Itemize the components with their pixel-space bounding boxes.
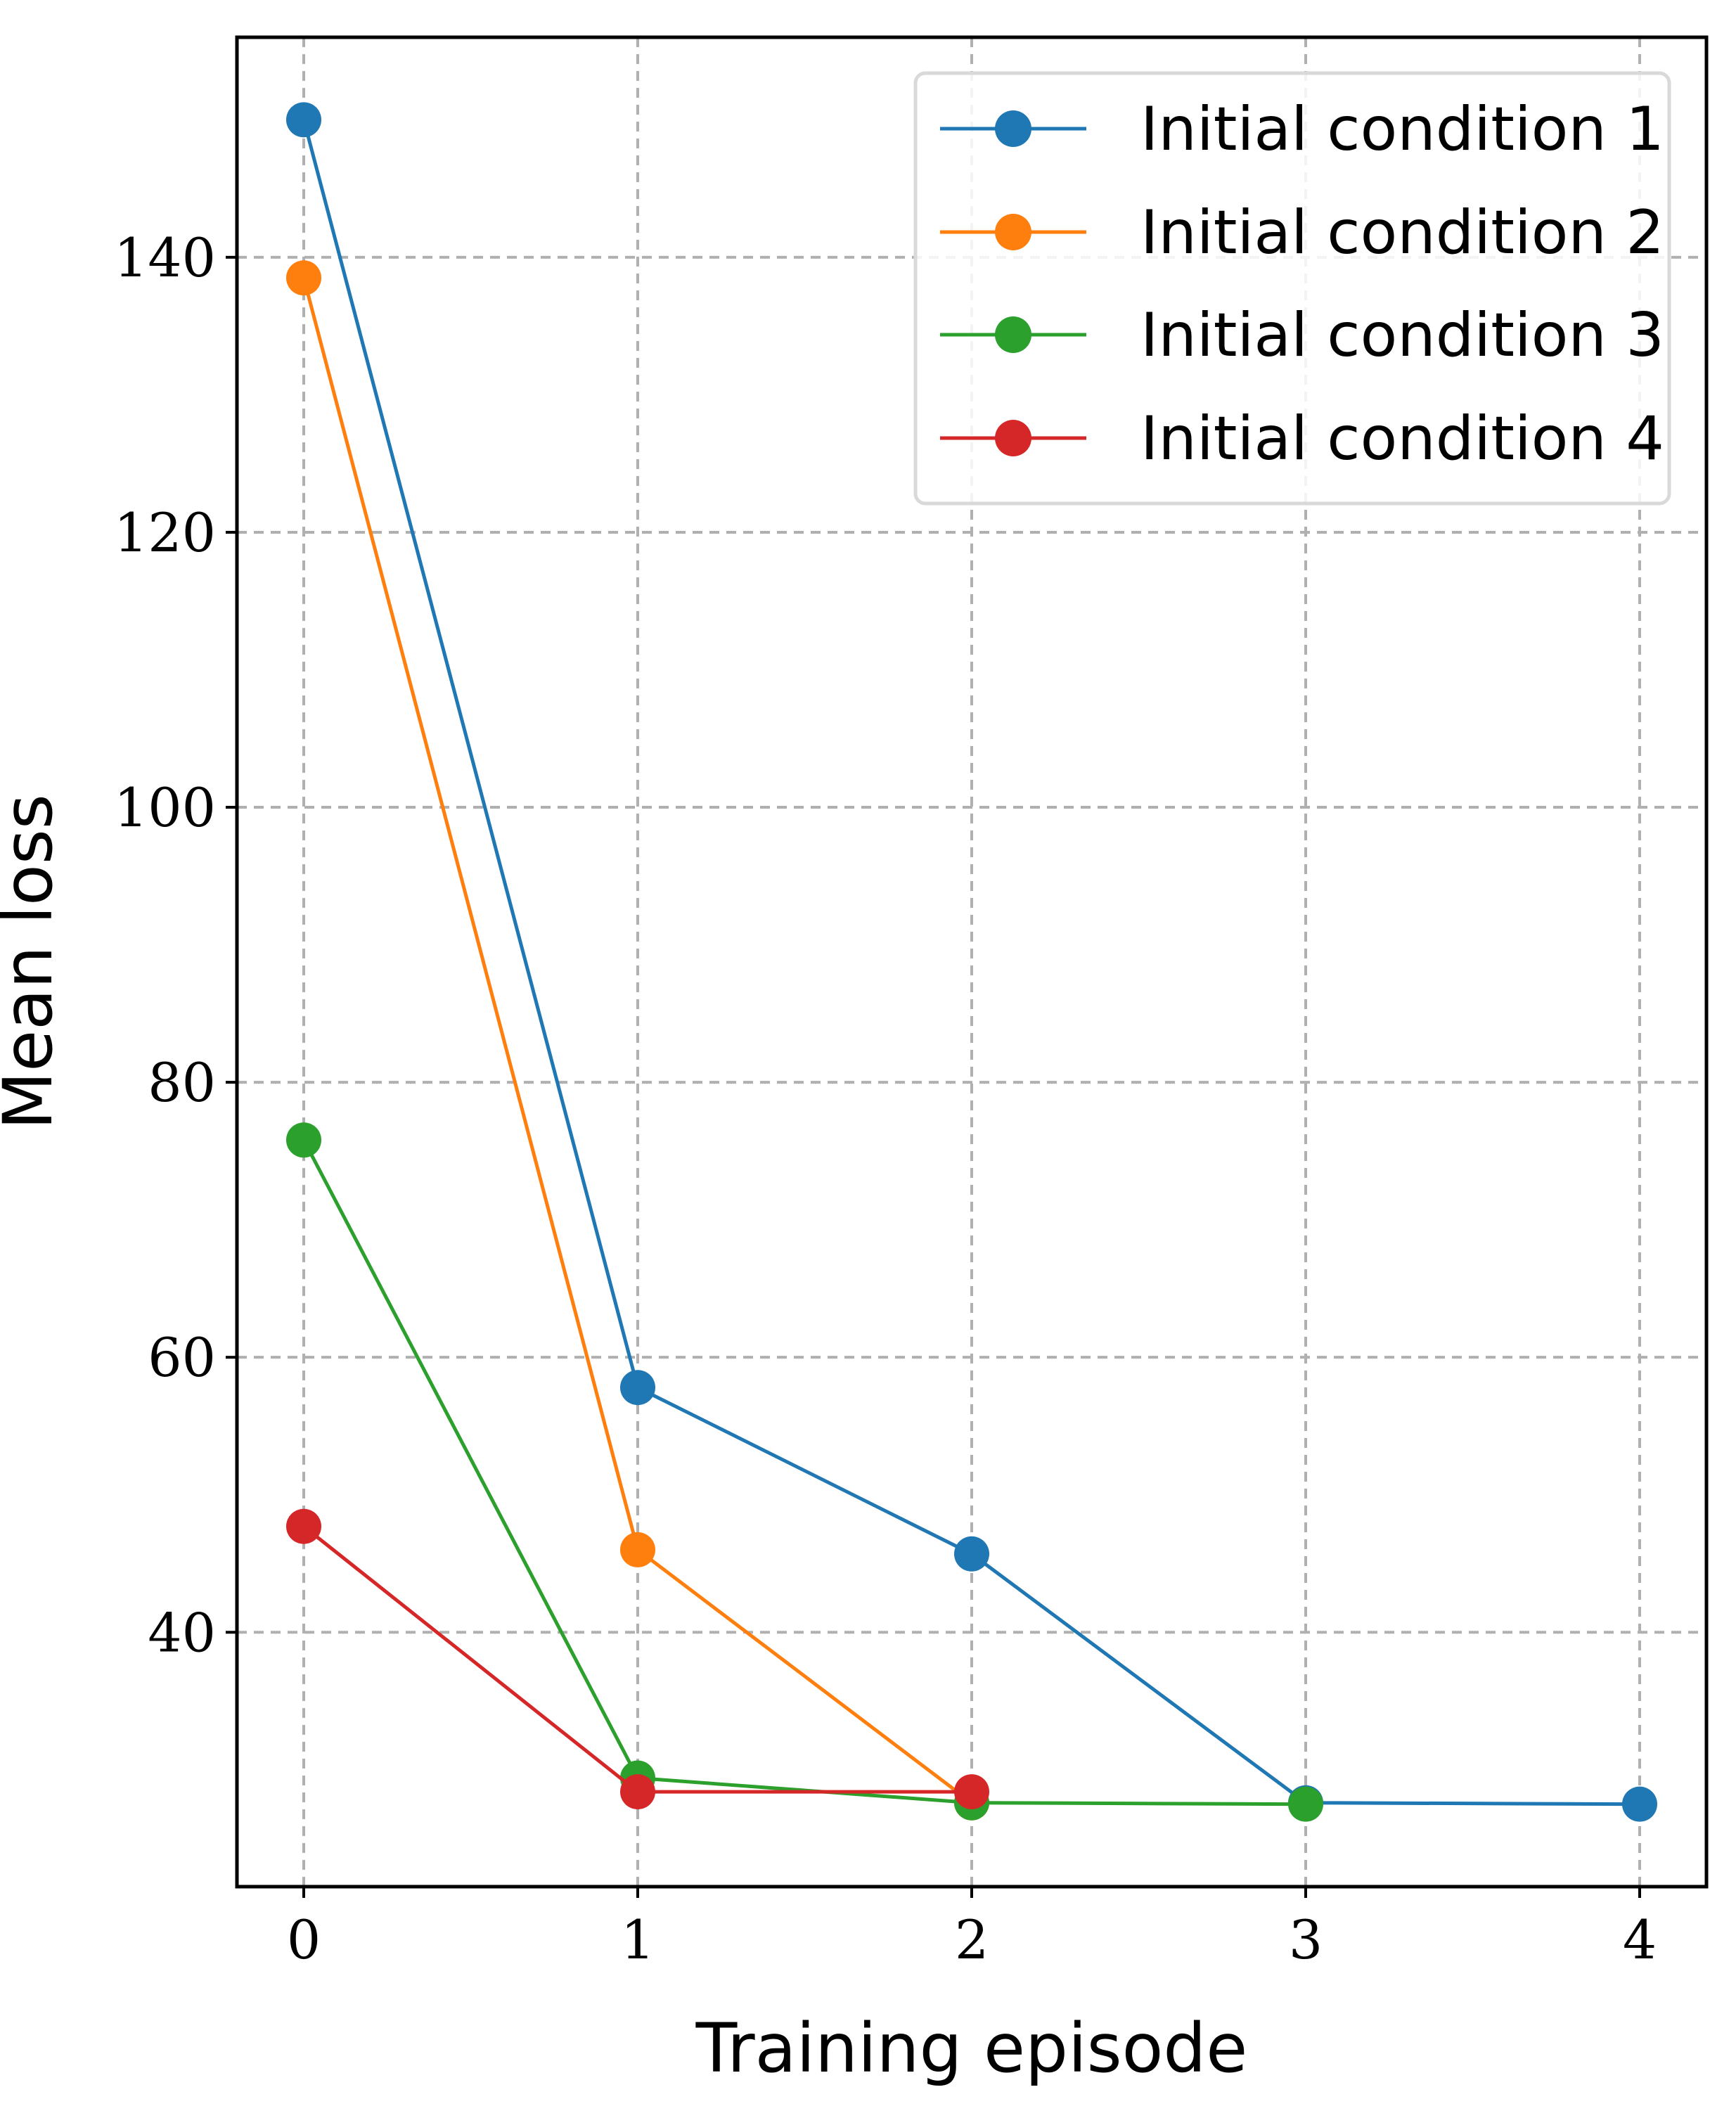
data-point [620,1774,655,1810]
x-tick-label: 2 [955,1908,989,1971]
y-tick-label: 140 [114,226,216,289]
data-point [620,1370,655,1406]
x-tick-label: 1 [621,1908,655,1971]
legend-label: Initial condition 1 [1140,94,1664,165]
legend-item-1: Initial condition 1 [940,94,1664,165]
x-tick-label: 0 [287,1908,321,1971]
legend-marker [995,316,1031,353]
data-point [954,1774,989,1810]
legend-marker [995,214,1031,250]
series-1 [286,102,1657,1822]
data-point [286,102,321,138]
legend-item-2: Initial condition 2 [940,198,1664,268]
y-tick-label: 120 [114,501,216,564]
axis-ticks [226,255,1641,1898]
legend-item-4: Initial condition 4 [940,404,1664,474]
x-tick-label: 3 [1289,1908,1323,1971]
data-point [1622,1786,1657,1822]
data-point [286,1508,321,1544]
data-point [620,1532,655,1567]
legend-item-3: Initial condition 3 [940,300,1664,371]
data-point [286,1122,321,1158]
y-axis-label: Mean loss [0,794,67,1130]
y-tick-label: 60 [148,1326,216,1389]
data-point [1288,1786,1323,1822]
y-tick-label: 80 [148,1051,216,1114]
legend-label: Initial condition 2 [1140,198,1664,268]
legend-marker [995,420,1031,456]
legend-marker [995,110,1031,147]
y-tick-label: 40 [148,1601,216,1664]
x-axis-label: Training episode [695,2009,1248,2088]
series-layer [286,102,1657,1822]
tick-labels: 0 1 2 3 4 40 60 80 100 120 140 [114,226,1657,1971]
y-tick-label: 100 [114,776,216,839]
legend: Initial condition 1 Initial condition 2 In… [913,71,1671,506]
series-4 [286,1508,989,1810]
data-point [954,1536,989,1572]
x-tick-label: 4 [1623,1908,1657,1971]
legend-label: Initial condition 3 [1140,300,1664,371]
legend-label: Initial condition 4 [1140,404,1664,474]
data-point [286,260,321,296]
legend-box [913,71,1671,506]
